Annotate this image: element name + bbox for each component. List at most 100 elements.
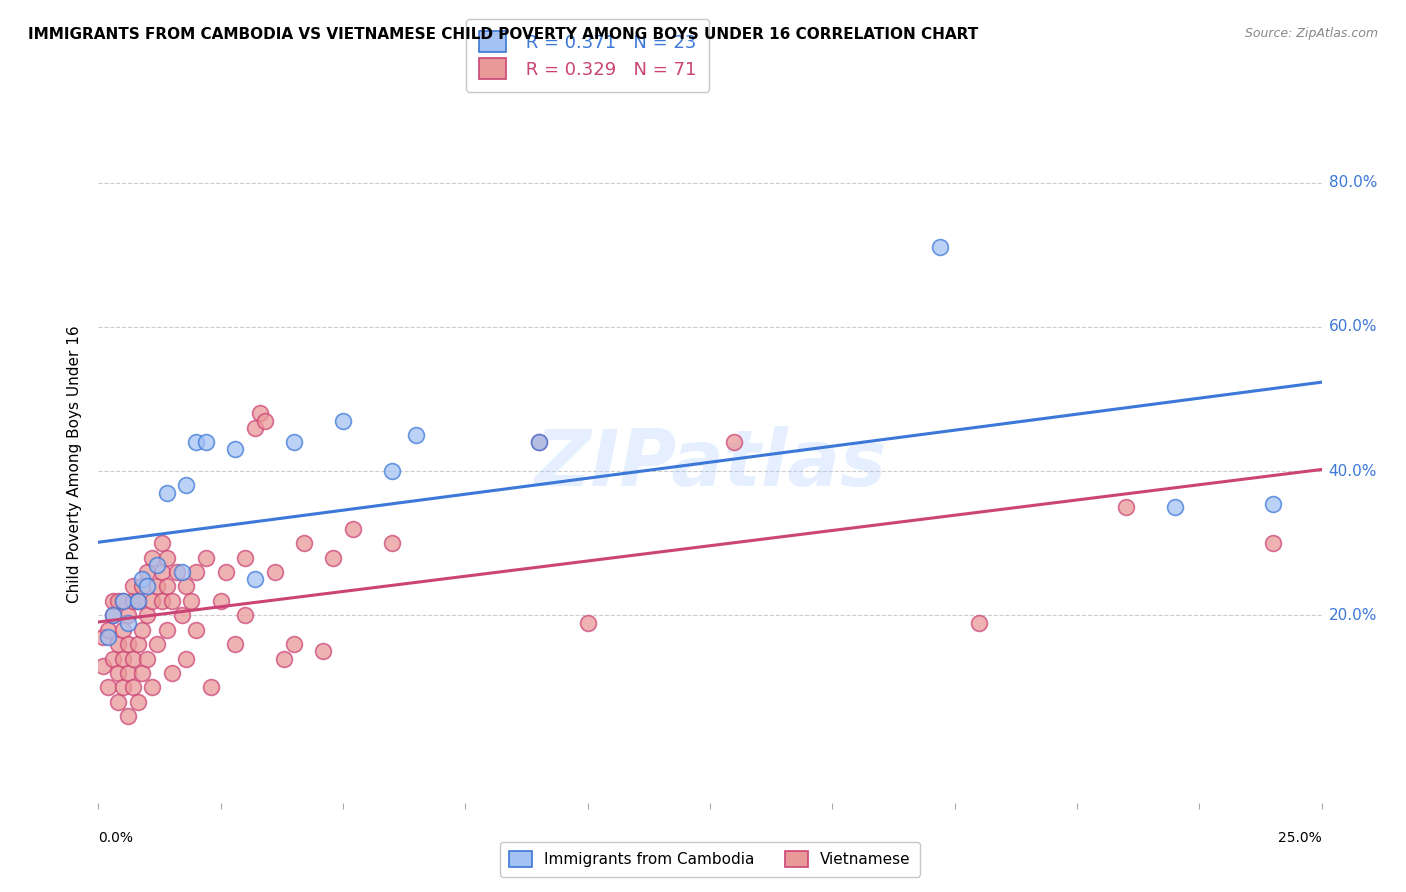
Point — [91, 658, 114, 673]
Point — [929, 240, 952, 254]
Point — [527, 435, 550, 450]
Point — [136, 565, 159, 579]
Legend: Immigrants from Cambodia, Vietnamese: Immigrants from Cambodia, Vietnamese — [501, 842, 920, 877]
Point — [1261, 496, 1284, 510]
Point — [381, 536, 404, 550]
Point — [195, 435, 218, 450]
Point — [136, 608, 159, 623]
Point — [107, 637, 129, 651]
Point — [180, 594, 202, 608]
Point — [200, 681, 222, 695]
Y-axis label: Child Poverty Among Boys Under 16: Child Poverty Among Boys Under 16 — [67, 325, 83, 603]
Point — [111, 594, 134, 608]
Point — [312, 644, 335, 658]
Point — [127, 695, 149, 709]
Point — [131, 579, 153, 593]
Point — [107, 665, 129, 680]
Point — [156, 550, 179, 565]
Point — [107, 594, 129, 608]
Point — [243, 572, 266, 586]
Point — [101, 608, 124, 623]
Point — [186, 623, 208, 637]
Point — [186, 565, 208, 579]
Text: Source: ZipAtlas.com: Source: ZipAtlas.com — [1244, 27, 1378, 40]
Point — [121, 579, 143, 593]
Point — [131, 572, 153, 586]
Point — [249, 406, 271, 420]
Point — [723, 435, 745, 450]
Text: 40.0%: 40.0% — [1329, 464, 1376, 478]
Point — [117, 665, 139, 680]
Point — [136, 651, 159, 665]
Point — [127, 637, 149, 651]
Point — [195, 550, 218, 565]
Point — [233, 608, 256, 623]
Text: 25.0%: 25.0% — [1278, 830, 1322, 845]
Point — [150, 565, 173, 579]
Point — [253, 413, 276, 427]
Point — [117, 608, 139, 623]
Point — [160, 665, 183, 680]
Point — [121, 681, 143, 695]
Point — [243, 421, 266, 435]
Point — [186, 435, 208, 450]
Point — [527, 435, 550, 450]
Point — [136, 579, 159, 593]
Text: 80.0%: 80.0% — [1329, 175, 1376, 190]
Point — [101, 651, 124, 665]
Point — [127, 594, 149, 608]
Point — [224, 442, 246, 457]
Point — [97, 623, 120, 637]
Point — [107, 695, 129, 709]
Point — [381, 464, 404, 478]
Point — [176, 478, 198, 492]
Point — [170, 565, 193, 579]
Point — [214, 565, 236, 579]
Point — [322, 550, 344, 565]
Point — [150, 536, 173, 550]
Point — [1115, 500, 1137, 515]
Point — [97, 681, 120, 695]
Point — [342, 522, 364, 536]
Point — [131, 665, 153, 680]
Point — [146, 558, 169, 572]
Point — [176, 651, 198, 665]
Point — [150, 594, 173, 608]
Point — [156, 579, 179, 593]
Point — [141, 594, 163, 608]
Point — [111, 681, 134, 695]
Point — [101, 608, 124, 623]
Point — [146, 637, 169, 651]
Text: ZIPatlas: ZIPatlas — [534, 425, 886, 502]
Text: 20.0%: 20.0% — [1329, 607, 1376, 623]
Point — [127, 594, 149, 608]
Point — [111, 623, 134, 637]
Point — [176, 579, 198, 593]
Point — [273, 651, 295, 665]
Point — [405, 428, 427, 442]
Point — [111, 651, 134, 665]
Point — [263, 565, 285, 579]
Point — [141, 681, 163, 695]
Point — [1261, 536, 1284, 550]
Point — [91, 630, 114, 644]
Text: 0.0%: 0.0% — [98, 830, 134, 845]
Point — [121, 651, 143, 665]
Point — [146, 579, 169, 593]
Point — [111, 594, 134, 608]
Point — [283, 435, 305, 450]
Point — [101, 594, 124, 608]
Text: 60.0%: 60.0% — [1329, 319, 1376, 334]
Point — [117, 709, 139, 723]
Point — [292, 536, 315, 550]
Point — [156, 485, 179, 500]
Point — [166, 565, 188, 579]
Text: IMMIGRANTS FROM CAMBODIA VS VIETNAMESE CHILD POVERTY AMONG BOYS UNDER 16 CORRELA: IMMIGRANTS FROM CAMBODIA VS VIETNAMESE C… — [28, 27, 979, 42]
Point — [131, 623, 153, 637]
Point — [97, 630, 120, 644]
Point — [160, 594, 183, 608]
Point — [332, 413, 354, 427]
Point — [170, 608, 193, 623]
Point — [141, 550, 163, 565]
Point — [156, 623, 179, 637]
